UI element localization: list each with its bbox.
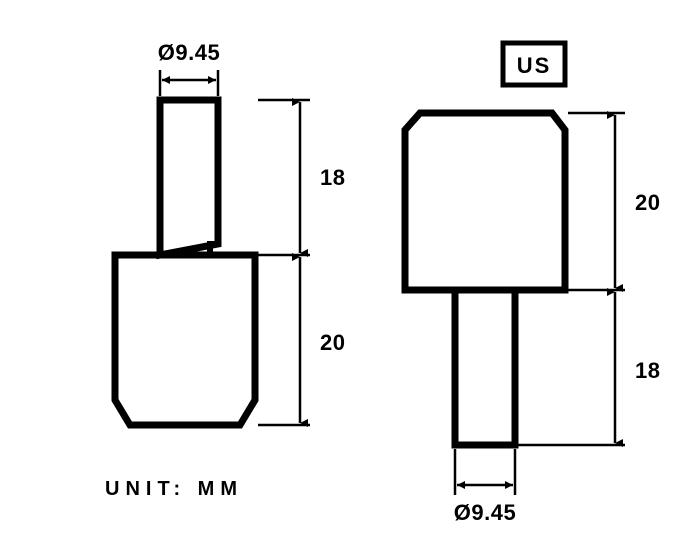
left-diameter-label: Ø9.45	[158, 40, 220, 65]
left-vertical-dims: 18 20	[258, 100, 345, 425]
left-diameter-dim: Ø9.45	[158, 40, 220, 96]
unit-label: UNIT: MM	[105, 478, 243, 500]
us-label: US	[517, 53, 552, 78]
left-neck-outline	[160, 100, 218, 255]
right-dim-top-label: 20	[635, 190, 660, 215]
right-top-outline	[405, 113, 565, 290]
us-badge: US	[503, 43, 565, 85]
right-diameter-label: Ø9.45	[454, 500, 516, 525]
right-dim-bottom-label: 18	[635, 358, 660, 383]
left-body-outline	[115, 255, 255, 425]
left-figure	[115, 100, 255, 425]
right-vertical-dims: 20 18	[518, 113, 660, 445]
right-figure	[405, 113, 565, 445]
left-dim-top-label: 18	[320, 165, 345, 190]
right-diameter-dim: Ø9.45	[454, 449, 516, 525]
right-bottom-outline	[455, 290, 515, 445]
left-dim-bottom-label: 20	[320, 330, 345, 355]
